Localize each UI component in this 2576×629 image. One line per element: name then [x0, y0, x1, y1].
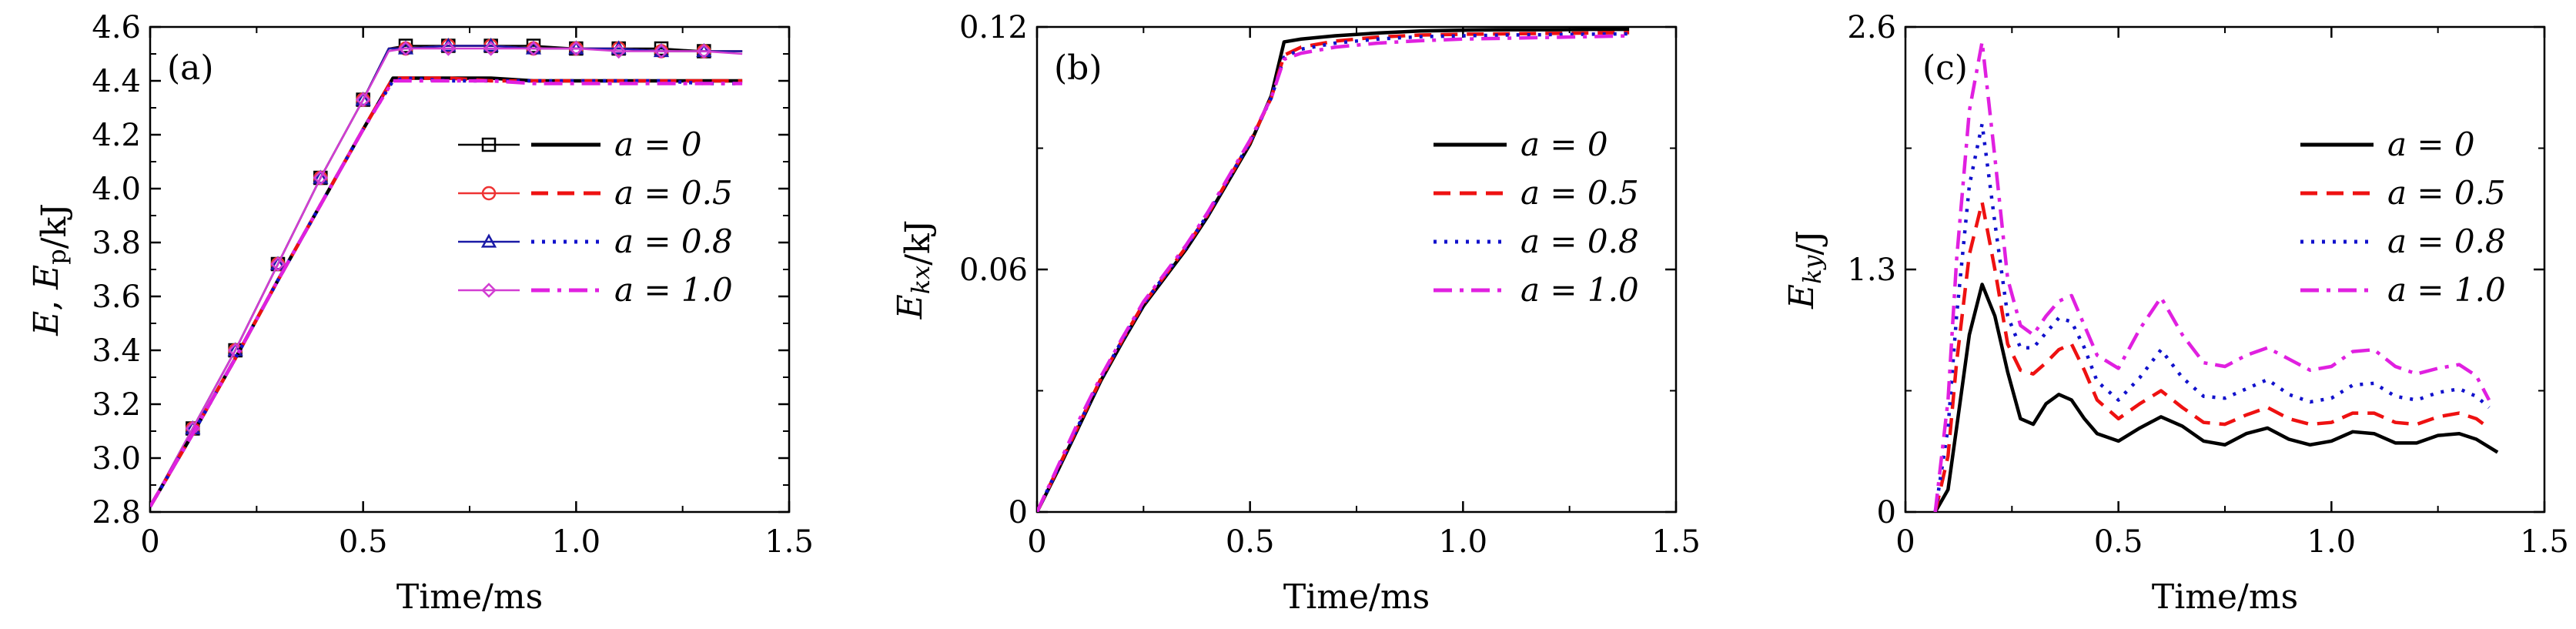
- data-point: [398, 41, 413, 56]
- legend-marker: [481, 186, 497, 201]
- series-group: [1037, 27, 1630, 512]
- x-tick-label: 1.5: [764, 524, 814, 560]
- plot-frame: [1904, 25, 2546, 514]
- series-line: [1933, 40, 2491, 512]
- series-line: [1037, 31, 1630, 512]
- panel-label: (b): [1054, 49, 1102, 88]
- y-axis-title: Ekx/kJ: [891, 220, 938, 320]
- legend-label: a = 1.0: [614, 271, 733, 309]
- y-tick-label: 2.6: [1847, 10, 1896, 45]
- legend: a = 0 a = 0.5 a = 0.8 a = 1.0: [2300, 125, 2506, 309]
- data-point: [440, 41, 457, 56]
- data-point: [654, 43, 669, 59]
- x-tick-label: 0: [140, 524, 159, 560]
- data-point: [313, 170, 329, 186]
- chart-panel-2: 0 0.5 1.0 1.5 0 0.06 0.12 Time/ms Ekx/kJ (b) a = 0…: [891, 10, 1701, 617]
- data-point: [526, 41, 541, 56]
- series-line: [1037, 32, 1630, 512]
- series-group: [1933, 40, 2499, 512]
- legend: a = 0 a = 0.5 a = 0.8 a = 1.0: [458, 125, 733, 309]
- x-tick-label: 0.5: [1226, 524, 1275, 560]
- x-tick-label: 1.5: [2520, 524, 2569, 560]
- y-tick-label: 0.06: [959, 253, 1028, 288]
- series-group: [150, 37, 743, 508]
- x-tick-label: 0.5: [339, 524, 388, 560]
- y-tick-label: 3.4: [92, 333, 141, 369]
- series-line: [1933, 283, 2499, 512]
- legend-label: a = 1.0: [2387, 271, 2506, 309]
- series-line: [1933, 200, 2491, 512]
- legend-label: a = 0: [2387, 125, 2475, 163]
- y-tick-label: 4.2: [92, 118, 141, 153]
- data-point: [355, 92, 371, 108]
- x-axis-title: Time/ms: [2152, 577, 2298, 617]
- legend: a = 0 a = 0.5 a = 0.8 a = 1.0: [1434, 125, 1639, 309]
- legend-label: a = 0.5: [1521, 174, 1639, 212]
- y-tick-label: 0: [1877, 495, 1896, 530]
- legend-label: a = 0.8: [1521, 222, 1639, 260]
- legend-label: a = 0: [1521, 125, 1608, 163]
- x-tick-label: 1.5: [1651, 524, 1701, 560]
- data-point: [611, 43, 627, 59]
- y-tick-label: 0: [1009, 495, 1028, 530]
- y-tick-label: 0.12: [959, 10, 1028, 45]
- data-point: [696, 43, 712, 59]
- series-line: [1037, 34, 1630, 512]
- legend-label: a = 0.5: [614, 174, 733, 212]
- y-tick-label: 4.4: [92, 64, 141, 99]
- series-line: [150, 47, 743, 507]
- legend-label: a = 1.0: [1521, 271, 1639, 309]
- panel-label: (c): [1922, 49, 1968, 88]
- x-tick-label: 0: [1027, 524, 1046, 560]
- panel-label: (a): [167, 49, 214, 88]
- legend-label: a = 0.5: [2387, 174, 2506, 212]
- legend-marker: [481, 137, 497, 152]
- y-tick-label: 2.8: [92, 495, 141, 530]
- chart-panel-1: 0 0.5 1.0 1.5 2.8 3.0 3.2 3.4 3.6 3.8 4.0 4.2 4.4 4.6…: [27, 10, 814, 617]
- x-axis-title: Time/ms: [1283, 577, 1430, 617]
- x-tick-label: 0: [1895, 524, 1915, 560]
- y-tick-label: 3.2: [92, 387, 141, 423]
- y-tick-label: 4.0: [92, 172, 141, 207]
- y-axis-title: Eky/J: [1782, 230, 1829, 309]
- plot-frame: [149, 25, 791, 514]
- y-tick-label: 3.0: [92, 441, 141, 477]
- legend-marker: [480, 233, 497, 248]
- x-tick-label: 1.0: [2307, 524, 2357, 560]
- y-tick-label: 1.3: [1847, 253, 1896, 288]
- legend-marker: [481, 283, 497, 298]
- y-tick-label: 3.6: [92, 279, 141, 315]
- legend-label: a = 0: [614, 125, 702, 163]
- plot-frame: [1035, 25, 1678, 514]
- y-tick-label: 4.6: [92, 10, 141, 45]
- data-point: [270, 256, 286, 272]
- x-tick-label: 1.0: [1439, 524, 1488, 560]
- x-tick-label: 0.5: [2094, 524, 2143, 560]
- y-tick-label: 3.8: [92, 226, 141, 261]
- x-tick-label: 1.0: [552, 524, 601, 560]
- legend-label: a = 0.8: [2387, 222, 2506, 260]
- y-axis-title: E, Ep/kJ: [27, 203, 74, 336]
- data-point: [568, 41, 584, 56]
- x-axis-title: Time/ms: [396, 577, 543, 617]
- data-point: [483, 41, 499, 56]
- legend-label: a = 0.8: [614, 222, 733, 260]
- series-line: [150, 79, 743, 508]
